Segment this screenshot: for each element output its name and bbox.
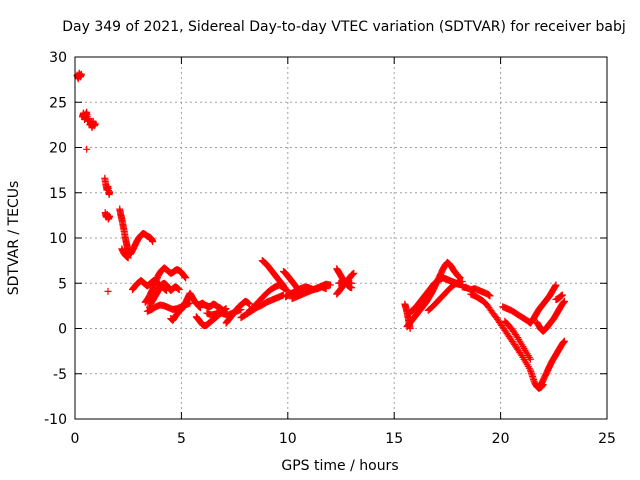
y-tick-label: 25 [49,95,67,111]
series-seg-af [424,277,466,314]
y-tick-label: 15 [49,186,67,202]
data-point [486,292,494,300]
data-point [85,115,93,123]
data-point [348,279,356,287]
x-axis-label: GPS time / hours [281,458,398,474]
series-seg-f [101,209,113,223]
series-seg-e [101,174,113,199]
y-tick-label: 20 [49,141,67,157]
data-points [73,69,568,392]
data-point [105,212,113,220]
series-seg-ad [403,258,464,331]
series-seg-y [288,280,334,303]
chart-title: Day 349 of 2021, Sidereal Day-to-day VTE… [62,19,625,35]
x-tick-label: 0 [71,431,80,447]
y-axis-label: SDTVAR / TECUs [6,181,22,296]
data-point [560,337,568,345]
series-seg-l [141,264,190,306]
data-point [350,269,358,277]
x-tick-label: 10 [279,431,297,447]
data-point [149,238,157,246]
data-point [91,120,99,128]
y-tick-label: -10 [44,412,67,428]
series-seg-j [126,229,157,258]
data-point [104,287,112,295]
data-point [83,145,91,153]
y-tick-label: 5 [58,276,67,292]
data-point [326,281,334,289]
series-seg-ab [335,277,356,287]
data-point [175,286,183,294]
data-point [560,297,568,305]
data-point [552,281,560,289]
series-seg-b [78,108,93,125]
data-point [245,300,253,308]
data-point [182,274,190,282]
data-point [105,188,113,196]
data-point [124,254,132,262]
series-seg-v [258,257,288,290]
data-point [558,291,566,299]
x-tick-label: 5 [177,431,186,447]
series-seg-s [222,297,253,327]
y-tick-label: 30 [49,50,67,66]
series-seg-ak [499,281,560,327]
series-seg-al [533,297,568,335]
data-point [526,355,534,363]
x-tick-label: 15 [385,431,403,447]
data-point [77,70,85,78]
y-tick-label: 0 [58,322,67,338]
data-point [280,282,288,290]
series-seg-am [552,291,566,304]
plot-border [74,56,608,420]
x-tick-label: 20 [492,431,510,447]
x-tick-label: 25 [598,431,616,447]
series-seg-c [86,117,99,132]
y-tick-label: 10 [49,231,67,247]
series-seg-d [83,145,91,153]
series-seg-ai [501,317,534,363]
y-tick-label: -5 [53,367,67,383]
series-seg-aj [535,337,568,392]
series-seg-g [104,287,112,295]
series-seg-o [167,289,205,324]
